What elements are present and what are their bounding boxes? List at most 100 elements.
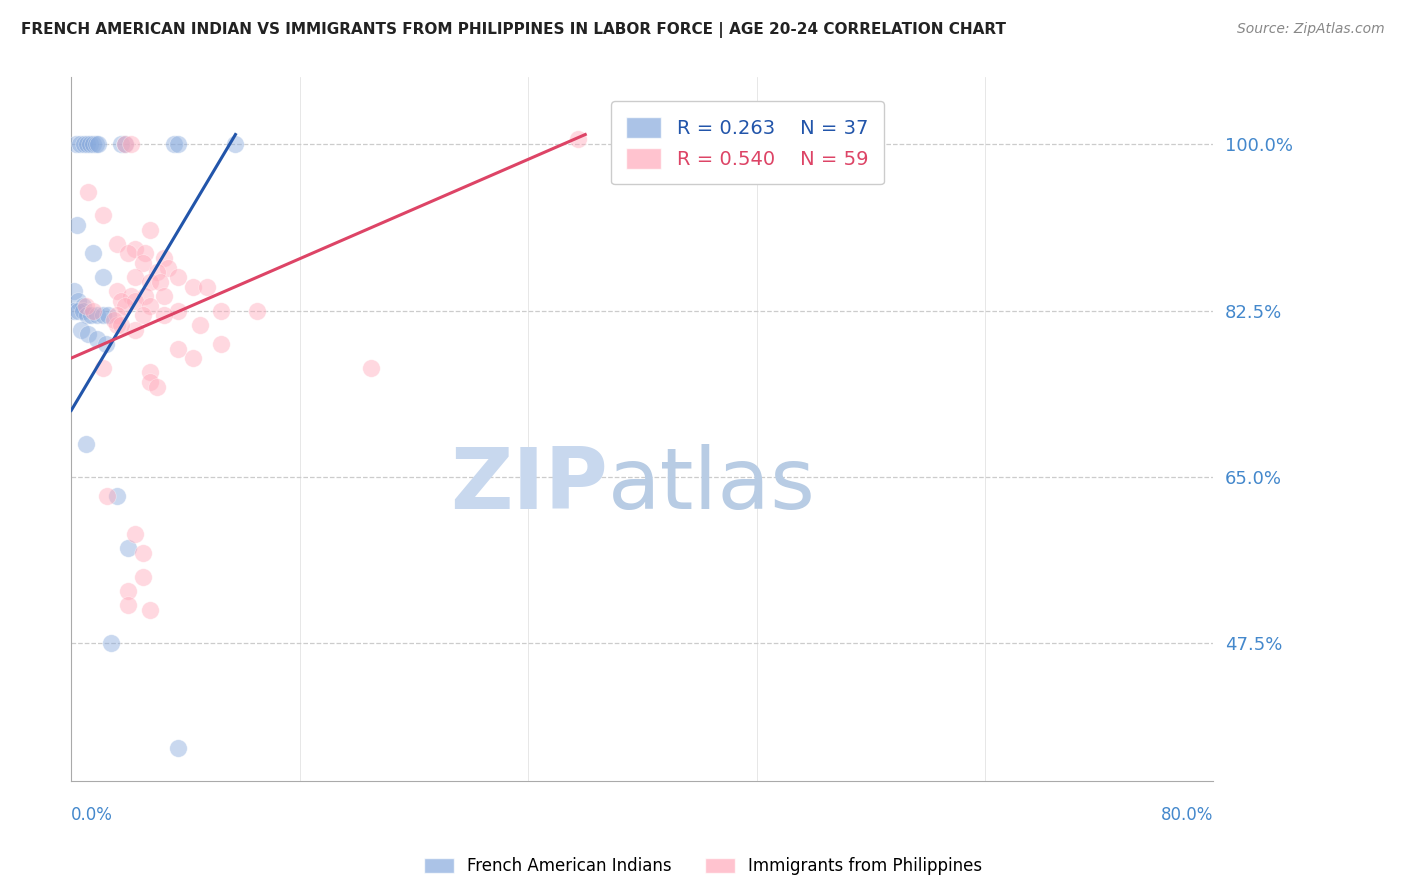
Point xyxy=(69,136,91,151)
Point xyxy=(63,285,86,299)
Point xyxy=(63,303,86,318)
Point xyxy=(131,256,153,270)
Point xyxy=(360,360,382,375)
Point xyxy=(181,279,204,293)
Point xyxy=(91,270,114,285)
Point xyxy=(224,136,246,151)
Point xyxy=(110,318,132,332)
Point xyxy=(87,136,110,151)
Point xyxy=(110,293,132,308)
Point xyxy=(105,236,128,251)
Point xyxy=(124,527,146,541)
Point xyxy=(124,270,146,285)
Point xyxy=(167,342,190,356)
Point xyxy=(124,293,146,308)
Point xyxy=(105,308,128,322)
Point xyxy=(91,208,114,222)
Point xyxy=(72,303,94,318)
Point xyxy=(134,246,156,260)
Point xyxy=(97,308,120,322)
Point xyxy=(167,270,190,285)
Point xyxy=(110,136,132,151)
Point xyxy=(153,251,176,265)
Point xyxy=(67,293,90,308)
Point xyxy=(91,308,114,322)
Point xyxy=(157,260,180,275)
Point xyxy=(76,308,98,322)
Point xyxy=(131,570,153,584)
Text: FRENCH AMERICAN INDIAN VS IMMIGRANTS FROM PHILIPPINES IN LABOR FORCE | AGE 20-24: FRENCH AMERICAN INDIAN VS IMMIGRANTS FRO… xyxy=(21,22,1007,38)
Point xyxy=(153,289,176,303)
Point xyxy=(134,289,156,303)
Point xyxy=(139,222,162,236)
Point xyxy=(117,584,139,599)
Point xyxy=(82,136,104,151)
Point xyxy=(80,308,103,322)
Point xyxy=(114,136,136,151)
Point xyxy=(73,136,96,151)
Point xyxy=(149,275,172,289)
Point xyxy=(70,322,93,336)
Point xyxy=(117,246,139,260)
Point xyxy=(100,636,122,650)
Point xyxy=(146,379,169,393)
Text: atlas: atlas xyxy=(607,444,815,527)
Point xyxy=(117,599,139,613)
Text: 80.0%: 80.0% xyxy=(1161,806,1213,824)
Point xyxy=(67,303,90,318)
Text: ZIP: ZIP xyxy=(450,444,607,527)
Point xyxy=(131,308,153,322)
Point xyxy=(139,603,162,617)
Point xyxy=(153,308,176,322)
Point xyxy=(72,299,94,313)
Point xyxy=(167,303,190,318)
Point xyxy=(75,299,97,313)
Point xyxy=(105,489,128,503)
Point xyxy=(209,303,232,318)
Text: Source: ZipAtlas.com: Source: ZipAtlas.com xyxy=(1237,22,1385,37)
Point xyxy=(188,318,211,332)
Point xyxy=(84,136,107,151)
Point xyxy=(181,351,204,365)
Point xyxy=(79,136,101,151)
Point xyxy=(114,136,136,151)
Point xyxy=(139,375,162,389)
Point xyxy=(120,289,142,303)
Point xyxy=(96,489,118,503)
Point xyxy=(75,436,97,450)
Point xyxy=(105,285,128,299)
Point xyxy=(139,299,162,313)
Point xyxy=(139,275,162,289)
Point xyxy=(66,218,89,232)
Point xyxy=(82,303,104,318)
Point xyxy=(77,327,100,342)
Point xyxy=(114,299,136,313)
Point xyxy=(117,541,139,556)
Point xyxy=(94,336,117,351)
Point xyxy=(246,303,269,318)
Point xyxy=(65,136,87,151)
Point xyxy=(163,136,186,151)
Point xyxy=(91,360,114,375)
Point xyxy=(167,136,190,151)
Point xyxy=(86,308,108,322)
Point xyxy=(209,336,232,351)
Point xyxy=(86,332,108,346)
Point xyxy=(120,136,142,151)
Point xyxy=(103,313,125,327)
Point xyxy=(77,185,100,199)
Point xyxy=(567,132,589,146)
Point xyxy=(124,322,146,336)
Point xyxy=(105,318,128,332)
Point xyxy=(124,242,146,256)
Point xyxy=(131,546,153,560)
Legend: French American Indians, Immigrants from Philippines: French American Indians, Immigrants from… xyxy=(418,851,988,882)
Legend: R = 0.263    N = 37, R = 0.540    N = 59: R = 0.263 N = 37, R = 0.540 N = 59 xyxy=(610,102,884,185)
Text: 0.0%: 0.0% xyxy=(72,806,112,824)
Point xyxy=(146,265,169,279)
Point xyxy=(167,741,190,756)
Point xyxy=(139,365,162,379)
Point xyxy=(82,246,104,260)
Point xyxy=(195,279,218,293)
Point xyxy=(76,136,98,151)
